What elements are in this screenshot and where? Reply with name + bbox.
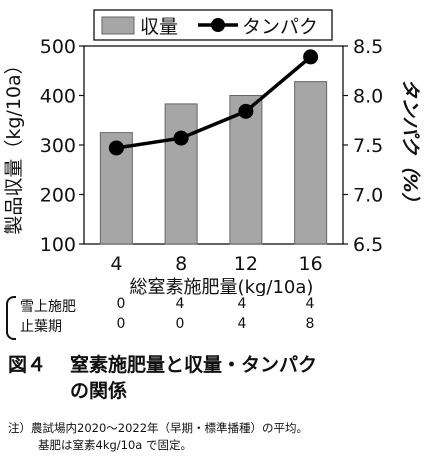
y2-tick-label: 7.5 <box>353 135 383 157</box>
legend-swatch-protein-marker <box>211 18 225 32</box>
x-tick-label: 8 <box>175 253 187 275</box>
figure-caption: 図４ 窒素施肥量と収量・タンパク の関係 <box>8 352 317 404</box>
table-cell: 4 <box>305 296 315 312</box>
table-cell: 0 <box>116 296 126 312</box>
line-point <box>238 103 254 119</box>
y2-tick-label: 6.5 <box>353 234 383 256</box>
figure-number: 図４ <box>8 354 47 376</box>
y-tick-label: 100 <box>40 234 76 256</box>
line-point <box>173 130 189 146</box>
y-axis-label: 製品収量（kg/10a） <box>3 55 25 234</box>
y-tick-label: 300 <box>40 135 76 157</box>
x-tick-label: 16 <box>299 253 323 275</box>
y2-tick-label: 8.5 <box>353 36 383 58</box>
table-brace <box>6 296 16 340</box>
series-line <box>116 55 312 150</box>
legend-swatch-yield <box>101 16 135 35</box>
chart: 100 200 300 400 500 6.5 7.0 7.5 8.0 8.5 4 8 12 16 総窒素施… <box>3 9 421 296</box>
table-cell: 8 <box>305 316 315 332</box>
footnote-line1: 注）農試場内2020～2022年（早期・標準播種）の平均。 <box>8 421 309 435</box>
x-axis-label: 総窒素施肥量(kg/10a) <box>130 277 314 296</box>
table-cell: 4 <box>237 296 247 312</box>
row-label-snow-fertilization: 雪上施肥 <box>20 299 76 315</box>
bar <box>294 81 328 245</box>
table-cell: 0 <box>175 316 185 332</box>
y2-axis-label: タンパク（%） <box>399 78 421 211</box>
y-tick-label: 200 <box>40 185 76 207</box>
y-tick-label: 500 <box>40 36 76 58</box>
x-tick-label: 12 <box>234 253 258 275</box>
y-tick-label: 400 <box>40 86 76 108</box>
legend-label-protein: タンパク <box>242 16 318 38</box>
y2-tick-label: 8.0 <box>353 86 383 108</box>
application-table: 雪上施肥 止葉期 0 4 4 4 0 0 4 8 <box>6 294 351 340</box>
legend-label-yield: 収量 <box>140 16 178 38</box>
row-label-flag-leaf: 止葉期 <box>20 319 62 335</box>
x-tick-label: 4 <box>110 253 122 275</box>
y2-tick-label: 7.0 <box>353 185 383 207</box>
bar <box>229 95 263 245</box>
line-point <box>108 140 124 156</box>
bar <box>164 103 198 245</box>
footnote: 注）農試場内2020～2022年（早期・標準播種）の平均。 基肥は窒素4kg/1… <box>8 420 308 454</box>
table-cell: 4 <box>175 296 185 312</box>
table-cell: 4 <box>237 316 247 332</box>
line-point <box>303 49 319 65</box>
footnote-line2: 基肥は窒素4kg/10a で固定。 <box>38 438 192 452</box>
figure-title-line1: 窒素施肥量と収量・タンパク <box>70 354 318 376</box>
table-cell: 0 <box>116 316 126 332</box>
figure-title-line2: の関係 <box>70 380 128 402</box>
